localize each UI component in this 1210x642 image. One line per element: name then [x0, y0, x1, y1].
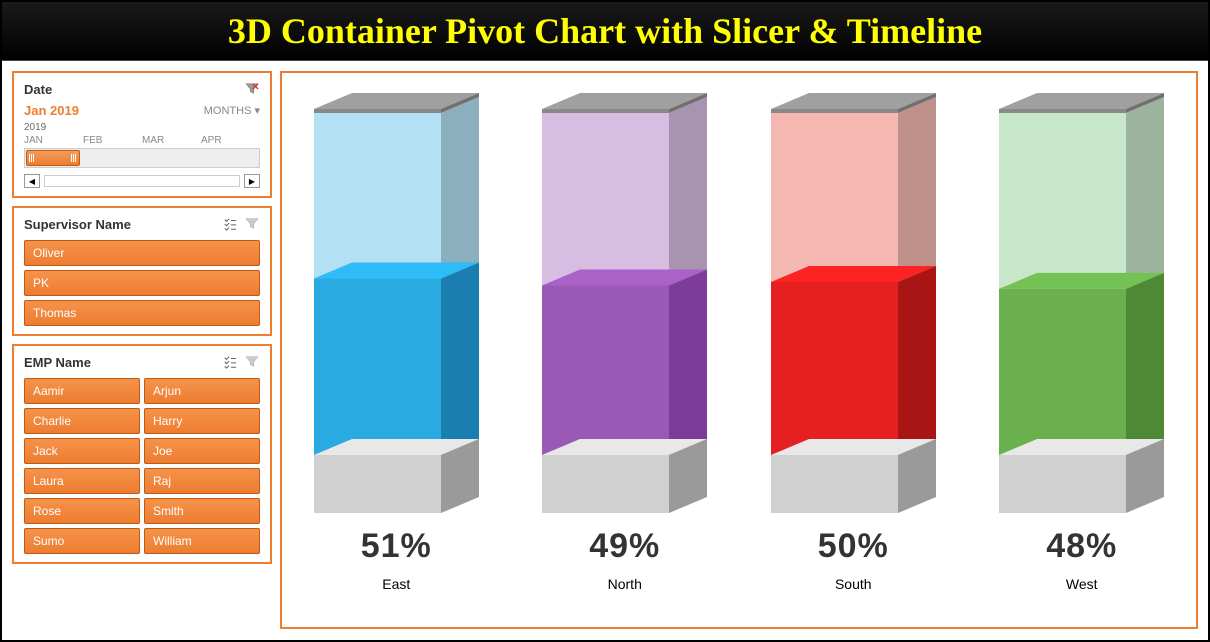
emp-slicer: EMP Name Aamir Arjun Charlie Harry Jack … [12, 344, 272, 564]
slicer-item[interactable]: Charlie [24, 408, 140, 434]
multi-select-icon[interactable] [222, 216, 238, 232]
chart-category-label: West [1066, 576, 1098, 592]
supervisor-title: Supervisor Name [24, 217, 131, 232]
timeline-month: APR [201, 135, 260, 146]
slicer-item[interactable]: William [144, 528, 260, 554]
sidebar: Date Jan 2019 MONTHS ▾ 2019 JAN FEB MAR … [12, 71, 272, 629]
supervisor-slicer: Supervisor Name Oliver PK Thomas [12, 206, 272, 336]
timeline-period-row: Jan 2019 MONTHS ▾ [18, 101, 266, 120]
chart-category-label: North [608, 576, 642, 592]
slicer-item[interactable]: Aamir [24, 378, 140, 404]
emp-header: EMP Name [18, 350, 266, 374]
chart-value-label: 51% [361, 527, 432, 566]
clear-filter-icon[interactable] [244, 81, 260, 97]
supervisor-header: Supervisor Name [18, 212, 266, 236]
timeline-title: Date [24, 82, 52, 97]
chart-value-label: 50% [818, 527, 889, 566]
clear-filter-icon[interactable] [244, 354, 260, 370]
timeline-year-label: 2019 [18, 120, 266, 135]
chart-value-label: 48% [1046, 527, 1117, 566]
chart-column: 51% East [292, 93, 501, 617]
emp-body: Aamir Arjun Charlie Harry Jack Joe Laura… [18, 374, 266, 558]
chart-area: 51% East 49% North 50% South 48% West [280, 71, 1198, 629]
chart-column: 48% West [978, 93, 1187, 617]
slicer-item[interactable]: Raj [144, 468, 260, 494]
chart-bar-west [999, 93, 1164, 513]
timeline-month: MAR [142, 135, 201, 146]
emp-title: EMP Name [24, 355, 91, 370]
timeline-unit-dropdown[interactable]: MONTHS ▾ [204, 104, 260, 117]
slicer-item[interactable]: Harry [144, 408, 260, 434]
chart-column: 49% North [521, 93, 730, 617]
supervisor-body: Oliver PK Thomas [18, 236, 266, 330]
multi-select-icon[interactable] [222, 354, 238, 370]
chart-category-label: East [382, 576, 410, 592]
timeline-period-label: Jan 2019 [24, 103, 79, 118]
chart-category-label: South [835, 576, 872, 592]
main-layout: Date Jan 2019 MONTHS ▾ 2019 JAN FEB MAR … [2, 61, 1208, 639]
chart-bar-south [771, 93, 936, 513]
timeline-month: FEB [83, 135, 142, 146]
chart-column: 50% South [749, 93, 958, 617]
chart-value-label: 49% [589, 527, 660, 566]
slicer-item[interactable]: PK [24, 270, 260, 296]
timeline-scroll-track[interactable] [44, 175, 240, 187]
timeline-handle[interactable] [26, 150, 80, 166]
timeline-month: JAN [24, 135, 83, 146]
slicer-item[interactable]: Arjun [144, 378, 260, 404]
page-title: 3D Container Pivot Chart with Slicer & T… [2, 2, 1208, 61]
slicer-item[interactable]: Jack [24, 438, 140, 464]
slicer-item[interactable]: Laura [24, 468, 140, 494]
clear-filter-icon[interactable] [244, 216, 260, 232]
timeline-next-button[interactable]: ▶ [244, 174, 260, 188]
timeline-nav: ◀ ▶ [18, 170, 266, 192]
slicer-item[interactable]: Joe [144, 438, 260, 464]
slicer-item[interactable]: Oliver [24, 240, 260, 266]
timeline-slicer: Date Jan 2019 MONTHS ▾ 2019 JAN FEB MAR … [12, 71, 272, 198]
chart-bar-north [542, 93, 707, 513]
slicer-item[interactable]: Smith [144, 498, 260, 524]
timeline-month-labels: JAN FEB MAR APR [18, 135, 266, 146]
slicer-item[interactable]: Rose [24, 498, 140, 524]
timeline-prev-button[interactable]: ◀ [24, 174, 40, 188]
slicer-item[interactable]: Sumo [24, 528, 140, 554]
slicer-item[interactable]: Thomas [24, 300, 260, 326]
chart-bar-east [314, 93, 479, 513]
timeline-header: Date [18, 77, 266, 101]
timeline-track[interactable] [24, 148, 260, 168]
